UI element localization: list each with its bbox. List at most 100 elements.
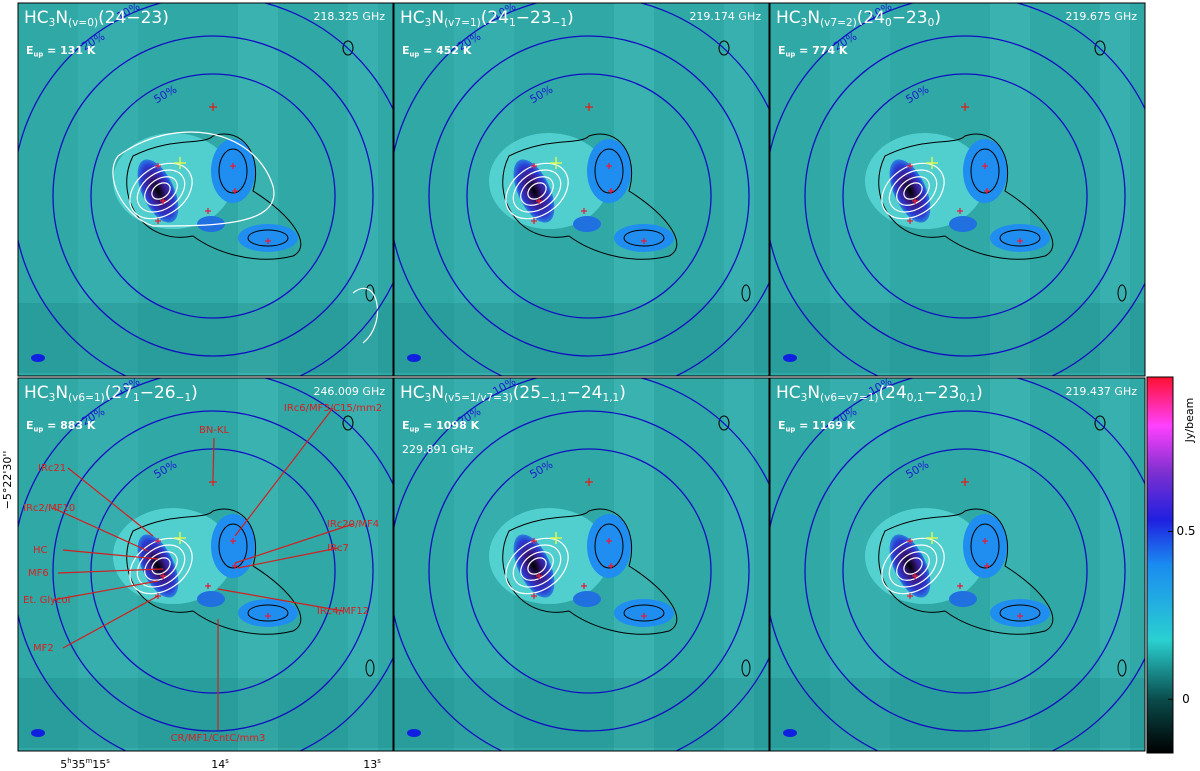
eup-part: E bbox=[26, 419, 34, 432]
contour-white bbox=[151, 557, 171, 575]
panel-title-part: (v6=v7=1) bbox=[820, 392, 878, 404]
contour bbox=[502, 508, 678, 635]
contour-white bbox=[881, 537, 945, 595]
beam-circle bbox=[428, 35, 750, 357]
beam bbox=[31, 354, 45, 362]
contour bbox=[126, 133, 302, 260]
emission bbox=[573, 216, 601, 232]
beam-circle bbox=[804, 410, 1126, 732]
emission bbox=[587, 514, 631, 578]
panel-frame bbox=[17, 377, 394, 752]
x-axis-label-part: h bbox=[67, 757, 71, 765]
panel-title-part: N bbox=[807, 383, 820, 403]
source-label: Et. Glycol bbox=[23, 595, 70, 606]
panel-title-part: HC bbox=[400, 8, 425, 28]
panel-title-part: −1 bbox=[176, 392, 192, 404]
panel-title-part: (24 bbox=[481, 8, 509, 28]
contour bbox=[365, 284, 375, 302]
eup: Eup = 1098 K bbox=[402, 419, 480, 433]
leader bbox=[52, 580, 159, 601]
contour bbox=[970, 523, 1000, 569]
x-axis-label-part: s bbox=[225, 757, 229, 765]
panel: 10%20%50%HC3N(v7=1)(241−23−1) 219.174 GHz… bbox=[394, 3, 769, 376]
emission bbox=[137, 534, 179, 598]
panel-title-part: 3 bbox=[425, 17, 432, 29]
emission bbox=[211, 139, 255, 203]
panel-title: HC3N(v6=1)(271−26−1) bbox=[24, 383, 198, 404]
panel-title-part: (25 bbox=[513, 383, 541, 403]
y-axis-label: −5°22'30'' bbox=[1, 451, 14, 510]
leader bbox=[217, 588, 344, 612]
panel-title-part: ) bbox=[567, 8, 574, 28]
emission bbox=[513, 159, 555, 223]
texture bbox=[394, 303, 769, 373]
eup-part: up bbox=[786, 425, 796, 433]
source-label: BN-KL bbox=[199, 425, 230, 436]
contour bbox=[1094, 40, 1106, 56]
emission bbox=[889, 534, 931, 598]
emission bbox=[587, 139, 631, 203]
emission bbox=[889, 159, 931, 223]
x-axis-label-part: 14 bbox=[211, 758, 225, 771]
eup-part: E bbox=[402, 44, 410, 57]
eup: Eup = 1169 K bbox=[778, 419, 856, 433]
panel-title-part: 1 bbox=[133, 392, 140, 404]
emission bbox=[865, 508, 985, 604]
emission bbox=[137, 159, 179, 223]
beam bbox=[783, 729, 797, 737]
contour-white bbox=[136, 169, 186, 213]
eup-part: up bbox=[34, 425, 44, 433]
x-axis-label-part: 15 bbox=[92, 758, 106, 771]
leader bbox=[212, 437, 215, 479]
beam bbox=[407, 729, 421, 737]
eup-part: up bbox=[34, 50, 44, 58]
contour bbox=[594, 523, 624, 569]
beam-circle bbox=[842, 73, 1088, 319]
beam-circle bbox=[842, 448, 1088, 694]
x-axis-label-part: 5 bbox=[60, 758, 67, 771]
panel-title: HC3N(v7=2)(240−230) bbox=[776, 8, 941, 29]
contour-white bbox=[881, 162, 945, 220]
leader bbox=[67, 467, 154, 537]
panel-title-part: −23 bbox=[924, 383, 960, 403]
beam-circle bbox=[466, 448, 712, 694]
leader bbox=[57, 568, 164, 574]
panel: 10%20%50%HC3N(v6=v7=1)(240,1−230,1) 219.4… bbox=[770, 378, 1145, 751]
contour-white bbox=[520, 551, 554, 581]
emission bbox=[949, 591, 977, 607]
emission bbox=[513, 534, 555, 598]
beam-circle bbox=[428, 410, 750, 732]
eup-part: E bbox=[402, 419, 410, 432]
beam bbox=[407, 354, 421, 362]
source-label: IRc7 bbox=[327, 543, 349, 554]
panel: 10%20%50%HC3N(v7=2)(240−230) 219.675 GHzE… bbox=[770, 3, 1145, 376]
eup-part: E bbox=[778, 419, 786, 432]
emission bbox=[197, 591, 225, 607]
contour bbox=[623, 604, 665, 622]
contour bbox=[1094, 415, 1106, 431]
frequency: 219.675 GHz bbox=[1065, 10, 1137, 23]
panel-frame bbox=[393, 2, 770, 377]
panel-title: HC3N(v5=1/v7=3)(25−1,1−241,1) bbox=[400, 383, 626, 404]
panel-title: HC3N(v7=1)(241−23−1) bbox=[400, 8, 574, 29]
contour-white bbox=[527, 182, 547, 200]
contour-white bbox=[505, 162, 569, 220]
contour-white bbox=[903, 182, 923, 200]
panel-title-part: ) bbox=[619, 383, 626, 403]
source-label: IRc20/MF4 bbox=[327, 519, 379, 530]
contour-white bbox=[144, 551, 178, 581]
colorbar bbox=[1146, 376, 1174, 754]
texture bbox=[18, 678, 393, 748]
leader bbox=[62, 595, 159, 649]
eup-part: E bbox=[26, 44, 34, 57]
contour bbox=[594, 148, 624, 194]
contour-white bbox=[888, 544, 938, 588]
contour bbox=[247, 604, 289, 622]
eup-part: = 131 K bbox=[43, 44, 96, 57]
eup-part: = 1098 K bbox=[419, 419, 479, 432]
texture bbox=[394, 678, 769, 748]
panel: 10%20%50%HC3N(v6=1)(271−26−1) 246.009 GHz… bbox=[18, 378, 393, 751]
beam-circle bbox=[52, 35, 374, 357]
contour-white bbox=[144, 176, 178, 206]
